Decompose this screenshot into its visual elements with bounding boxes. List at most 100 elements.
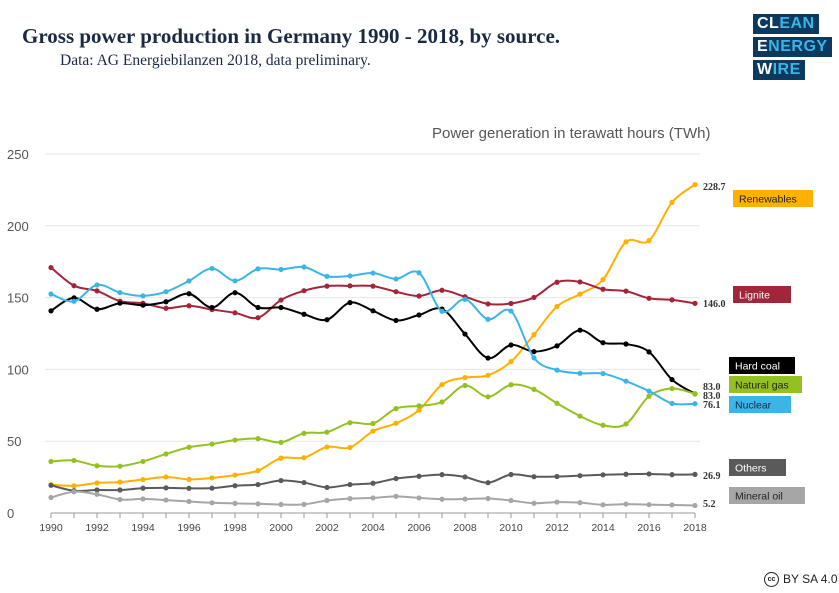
data-point-nuclear — [531, 355, 537, 361]
x-tick-label: 2014 — [591, 522, 615, 534]
data-point-nuclear — [48, 291, 54, 297]
data-point-hard-coal — [278, 304, 284, 311]
data-point-natural-gas — [255, 436, 261, 442]
data-point-natural-gas — [623, 421, 629, 427]
data-point-others — [278, 477, 284, 484]
y-tick-label: 200 — [7, 219, 29, 234]
data-point-natural-gas — [324, 429, 330, 435]
data-point-mineral-oil — [531, 500, 537, 506]
data-point-natural-gas — [554, 400, 560, 406]
legend-swatch-lignite — [733, 286, 791, 303]
data-point-others — [462, 474, 468, 480]
data-point-lignite — [439, 287, 445, 293]
end-value-label-mineral-oil: 5.2 — [703, 499, 716, 510]
data-point-nuclear — [623, 378, 629, 384]
data-point-renewables — [255, 468, 261, 474]
data-point-others — [186, 485, 192, 491]
data-point-natural-gas — [508, 382, 514, 388]
data-point-nuclear — [71, 298, 77, 304]
legend-label-hard-coal: Hard coal — [735, 361, 780, 373]
data-point-renewables — [278, 455, 284, 461]
data-point-renewables — [94, 480, 100, 486]
data-point-natural-gas — [140, 458, 146, 465]
x-tick-label: 1996 — [177, 522, 201, 534]
data-point-hard-coal — [485, 355, 491, 361]
data-point-renewables — [71, 483, 77, 489]
y-axis-label: Power generation in terawatt hours (TWh) — [432, 125, 711, 142]
data-point-hard-coal — [623, 341, 629, 347]
data-point-others — [439, 472, 445, 478]
chart-subtitle: Data: AG Energiebilanzen 2018, data prel… — [60, 52, 371, 69]
data-point-mineral-oil — [508, 497, 514, 504]
data-point-nuclear — [117, 289, 123, 296]
data-point-renewables — [531, 332, 537, 338]
data-point-hard-coal — [554, 343, 560, 349]
x-tick-label: 2000 — [269, 522, 293, 534]
y-tick-label: 50 — [7, 434, 21, 449]
data-point-hard-coal — [48, 308, 54, 314]
data-point-natural-gas — [278, 439, 284, 445]
end-value-label-hard-coal: 83.0 — [703, 382, 721, 393]
data-point-nuclear — [508, 308, 514, 314]
data-point-others — [301, 479, 307, 486]
legend-swatch-renewables — [733, 190, 813, 207]
data-point-hard-coal — [186, 291, 192, 297]
data-point-renewables — [163, 474, 169, 480]
y-tick-label: 250 — [7, 147, 29, 162]
data-point-renewables — [439, 382, 445, 388]
data-point-renewables — [600, 277, 606, 283]
legend-swatch-nuclear — [729, 396, 791, 413]
data-point-lignite — [531, 294, 537, 301]
data-point-others — [255, 481, 261, 488]
y-tick-label: 0 — [7, 506, 14, 521]
data-point-nuclear — [416, 270, 422, 276]
data-point-hard-coal — [462, 331, 468, 337]
data-point-natural-gas — [462, 382, 468, 389]
data-point-mineral-oil — [140, 496, 146, 502]
data-point-natural-gas — [393, 406, 399, 412]
x-tick-label: 2010 — [499, 522, 523, 534]
legend-label-others: Others — [735, 463, 767, 475]
x-tick-label: 2016 — [637, 522, 661, 534]
data-point-hard-coal — [669, 376, 675, 383]
x-tick-label: 1998 — [223, 522, 247, 534]
data-point-natural-gas — [209, 441, 215, 447]
data-point-others — [140, 485, 146, 491]
data-point-renewables — [646, 237, 652, 244]
data-point-others — [646, 471, 652, 477]
data-point-nuclear — [370, 270, 376, 276]
data-point-mineral-oil — [577, 500, 583, 506]
data-point-natural-gas — [531, 386, 537, 392]
data-point-renewables — [623, 239, 629, 245]
series-line-hard-coal — [50, 291, 696, 395]
data-point-renewables — [140, 476, 146, 483]
x-tick-label: 2008 — [453, 522, 477, 534]
data-point-nuclear — [94, 282, 100, 288]
data-point-lignite — [692, 300, 698, 306]
data-point-mineral-oil — [324, 497, 330, 504]
license-text: BY SA 4.0 — [783, 572, 838, 586]
data-point-others — [117, 487, 123, 493]
data-point-others — [163, 485, 169, 491]
data-point-renewables — [485, 372, 491, 378]
data-point-renewables — [117, 479, 123, 485]
end-value-label-natural-gas: 83.0 — [703, 391, 721, 402]
clean-energy-wire-logo: CLEAN ENERGY WIRE — [753, 14, 832, 83]
data-point-nuclear — [393, 276, 399, 282]
data-point-mineral-oil — [209, 500, 215, 506]
data-point-others — [324, 484, 330, 491]
license: cc BY SA 4.0 — [764, 572, 838, 588]
x-tick-label: 2006 — [407, 522, 431, 534]
data-point-hard-coal — [140, 302, 146, 308]
data-point-hard-coal — [94, 306, 100, 312]
data-point-lignite — [347, 283, 353, 289]
end-value-label-others: 26.9 — [703, 471, 721, 482]
data-point-mineral-oil — [117, 496, 123, 503]
y-tick-label: 150 — [7, 291, 29, 306]
data-point-lignite — [393, 289, 399, 295]
creative-commons-icon: cc — [764, 572, 779, 588]
data-point-hard-coal — [347, 300, 353, 306]
data-point-mineral-oil — [94, 491, 100, 497]
data-point-mineral-oil — [485, 495, 491, 502]
